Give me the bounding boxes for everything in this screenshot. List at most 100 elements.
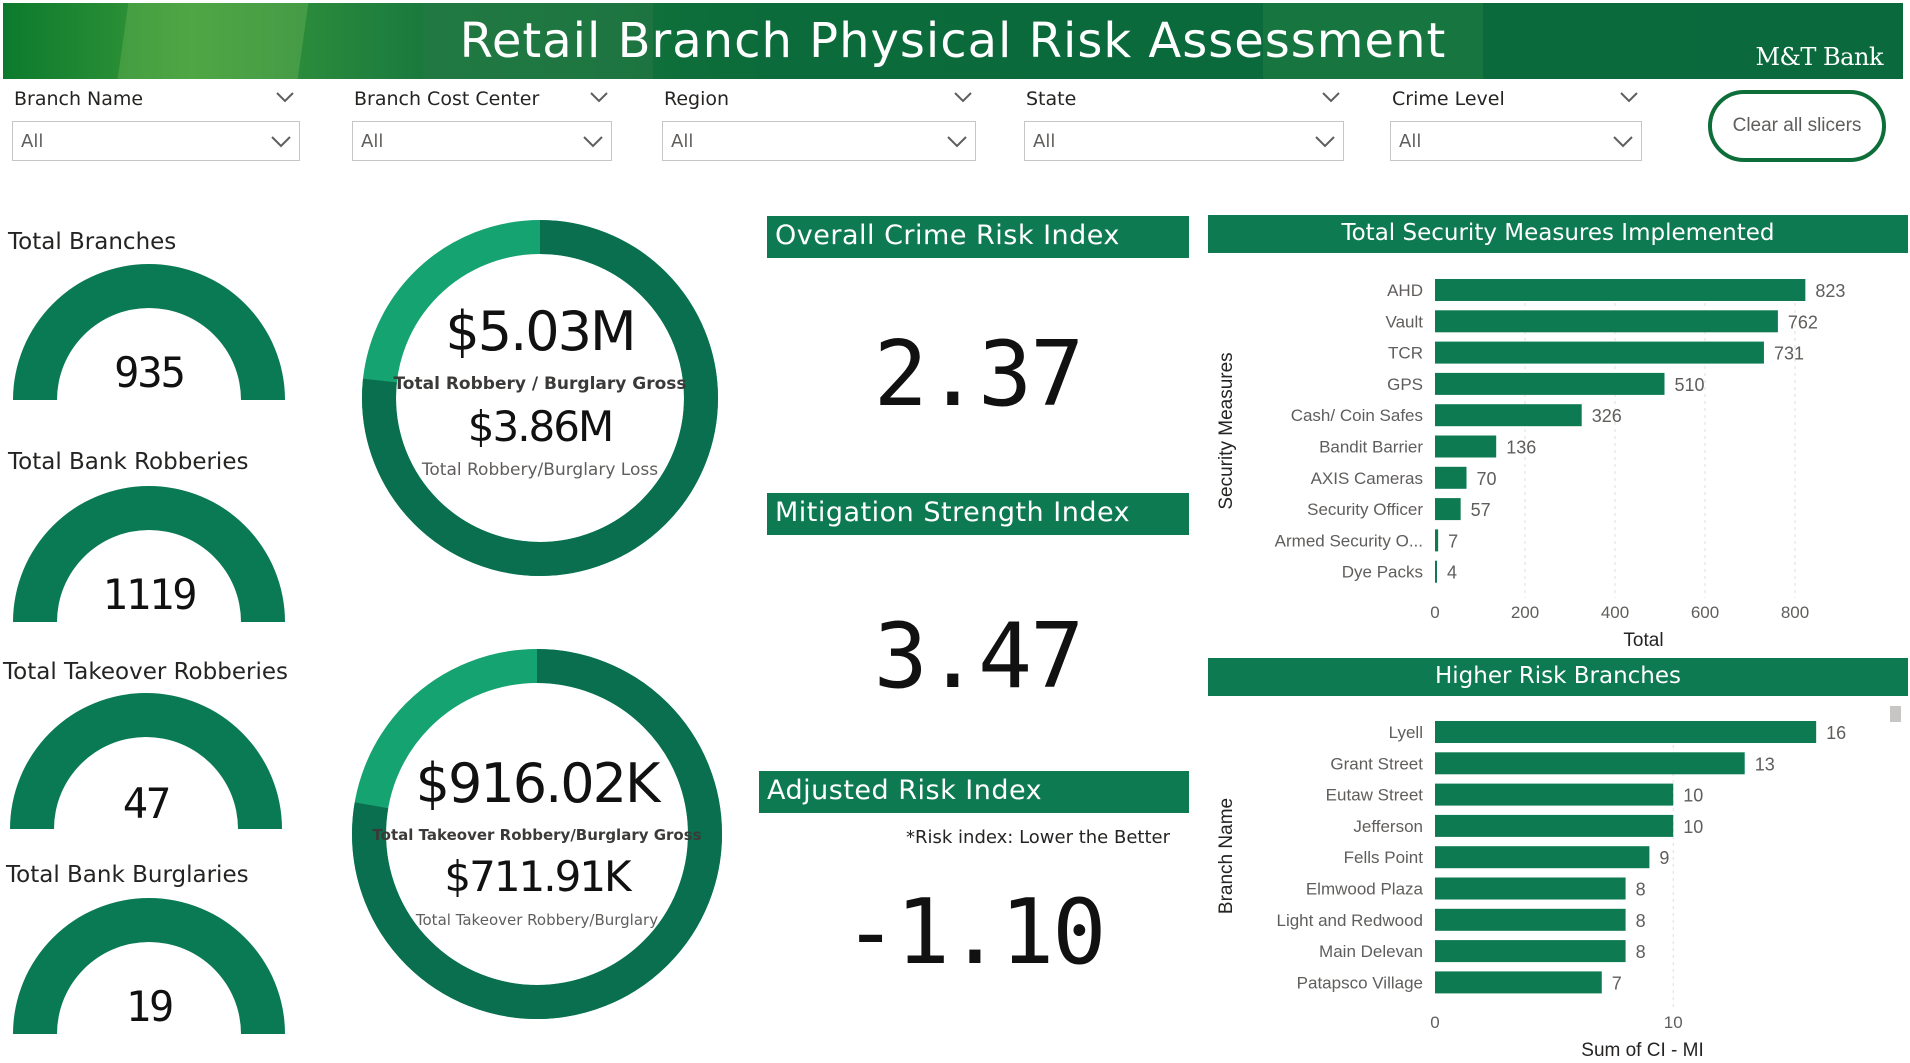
chevron-down-icon[interactable] <box>952 86 974 108</box>
donut1-gross-value: $5.03M <box>445 300 636 363</box>
page-title: Retail Branch Physical Risk Assessment <box>459 13 1447 69</box>
slicer-label: Crime Level <box>1392 88 1505 110</box>
kpi-label-total-branches: Total Branches <box>8 229 177 255</box>
chart-category-label: Cash/ Coin Safes <box>1291 406 1423 425</box>
donut-loss-ring <box>352 649 722 1019</box>
chart-data-label: 136 <box>1506 438 1536 458</box>
chart-bar <box>1435 846 1650 869</box>
chart-data-label: 8 <box>1636 942 1646 962</box>
index-value-mitigation-strength: 3.47 <box>873 604 1085 709</box>
chart-higher-risk-branches: 0 10 Lyell 16 Grant Street 13 Eutaw Street 10 Je… <box>1216 721 1846 1061</box>
chart-x-axis-title: Total <box>1623 630 1663 651</box>
chart-data-label: 510 <box>1675 375 1705 395</box>
chart-data-label: 70 <box>1477 469 1497 489</box>
kpi-label-total-bank-robberies: Total Bank Robberies <box>8 449 249 475</box>
chart-bar <box>1435 908 1626 931</box>
donut2-loss-value: $711.91K <box>444 852 631 901</box>
clear-all-slicers-button[interactable]: Clear all slicers <box>1708 90 1886 162</box>
chevron-down-icon[interactable] <box>588 86 610 108</box>
gauge-total-bank-robberies <box>13 486 285 622</box>
index-header-overall-crime-risk: Overall Crime Risk Index <box>767 216 1189 258</box>
chart-tick-label: 600 <box>1691 603 1719 622</box>
kpi-value-total-bank-robberies: 1119 <box>102 570 197 619</box>
slicer-value: All <box>671 131 694 152</box>
gauge-arc <box>13 486 285 622</box>
index-value-adjusted-risk: -1.10 <box>843 880 1107 985</box>
chart-bar <box>1435 940 1626 963</box>
chart-tick-label: 0 <box>1430 1013 1439 1032</box>
chart-category-label: Bandit Barrier <box>1319 438 1423 457</box>
donut2-loss-label: Total Takeover Robbery/Burglary <box>415 911 659 929</box>
chart-category-label: Main Delevan <box>1319 942 1423 961</box>
chart-category-label: Armed Security O... <box>1275 531 1423 550</box>
risk-index-note: *Risk index: Lower the Better <box>906 827 1170 848</box>
header-decor-band <box>423 3 653 79</box>
donut2-gross-value: $916.02K <box>415 752 661 815</box>
donut1-loss-label: Total Robbery/Burglary Loss <box>421 460 659 480</box>
chart-category-label: Dye Packs <box>1342 563 1423 582</box>
chart-tick-label: 10 <box>1664 1013 1683 1032</box>
chart-title-security-measures: Total Security Measures Implemented <box>1208 215 1908 253</box>
chart-category-label: GPS <box>1387 375 1423 394</box>
chevron-down-icon[interactable] <box>1618 86 1640 108</box>
chart-bar <box>1435 372 1665 395</box>
chart-bar <box>1435 971 1602 994</box>
chart-scrollbar-track[interactable] <box>1890 706 1901 1062</box>
chart-data-label: 8 <box>1636 880 1646 900</box>
chart-category-label: AXIS Cameras <box>1311 469 1423 488</box>
gauge-arc <box>10 693 282 829</box>
chart-category-label: Patapsco Village <box>1297 973 1423 992</box>
chart-category-label: Jefferson <box>1353 817 1423 836</box>
chart-data-label: 4 <box>1447 563 1457 583</box>
chart-y-axis-title: Security Measures <box>1216 352 1237 509</box>
chart-scrollbar-thumb[interactable] <box>1890 706 1901 722</box>
report-header: Retail Branch Physical Risk Assessment M… <box>3 3 1903 79</box>
donut2-gross-label: Total Takeover Robbery/Burglary Gross <box>372 826 702 844</box>
gauge-arc <box>13 264 285 400</box>
slicer-dropdown[interactable]: All <box>662 121 976 161</box>
kpi-value-total-branches: 935 <box>114 348 186 397</box>
chart-bar <box>1435 529 1439 552</box>
slicer-dropdown[interactable]: All <box>1024 121 1344 161</box>
chart-bar <box>1435 435 1497 458</box>
chart-data-label: 16 <box>1826 723 1846 743</box>
chart-security-measures: 0 200 400 600 800 AHD 823 Vault 762 TCR 731 GPS 510 C… <box>1216 279 1845 651</box>
chart-bar <box>1435 341 1764 364</box>
chart-data-label: 7 <box>1448 531 1458 551</box>
chart-x-axis-title: Sum of CI - MI <box>1581 1040 1703 1061</box>
slicer-dropdown[interactable]: All <box>12 121 300 161</box>
kpi-label-total-takeover-robberies: Total Takeover Robberies <box>3 659 288 685</box>
gauge-total-bank-burglaries <box>13 898 285 1034</box>
chevron-down-icon <box>1315 136 1335 148</box>
slicer-label: Branch Cost Center <box>354 88 540 110</box>
donut1-gross-label: Total Robbery / Burglary Gross <box>393 374 687 394</box>
chart-bar <box>1435 752 1745 775</box>
chevron-down-icon[interactable] <box>274 86 296 108</box>
index-value-overall-crime-risk: 2.37 <box>873 322 1085 427</box>
slicer-label: Branch Name <box>14 88 144 110</box>
slicer-value: All <box>21 131 44 152</box>
chart-category-label: Elmwood Plaza <box>1306 880 1424 899</box>
bank-logo: M&T Bank <box>1755 43 1883 71</box>
chart-data-label: 326 <box>1592 406 1622 426</box>
chart-category-label: Vault <box>1386 312 1424 331</box>
chevron-down-icon <box>583 136 603 148</box>
chart-bar <box>1435 814 1674 837</box>
kpi-label-total-bank-burglaries: Total Bank Burglaries <box>6 862 249 888</box>
chart-bar <box>1435 560 1437 583</box>
chevron-down-icon[interactable] <box>1320 86 1342 108</box>
chart-category-label: Grant Street <box>1330 754 1423 773</box>
chart-data-label: 823 <box>1815 281 1845 301</box>
slicer-dropdown[interactable]: All <box>1390 121 1642 161</box>
gauge-arc <box>13 898 285 1034</box>
chart-tick-label: 800 <box>1781 603 1809 622</box>
chart-bar <box>1435 498 1461 521</box>
chevron-down-icon <box>271 136 291 148</box>
slicer-dropdown[interactable]: All <box>352 121 612 161</box>
donut-loss-ring <box>362 220 718 576</box>
chart-tick-label: 0 <box>1430 603 1439 622</box>
chart-tick-label: 400 <box>1601 603 1629 622</box>
slicer-label: Region <box>664 88 730 110</box>
chart-tick-label: 200 <box>1511 603 1539 622</box>
slicer-value: All <box>361 131 384 152</box>
